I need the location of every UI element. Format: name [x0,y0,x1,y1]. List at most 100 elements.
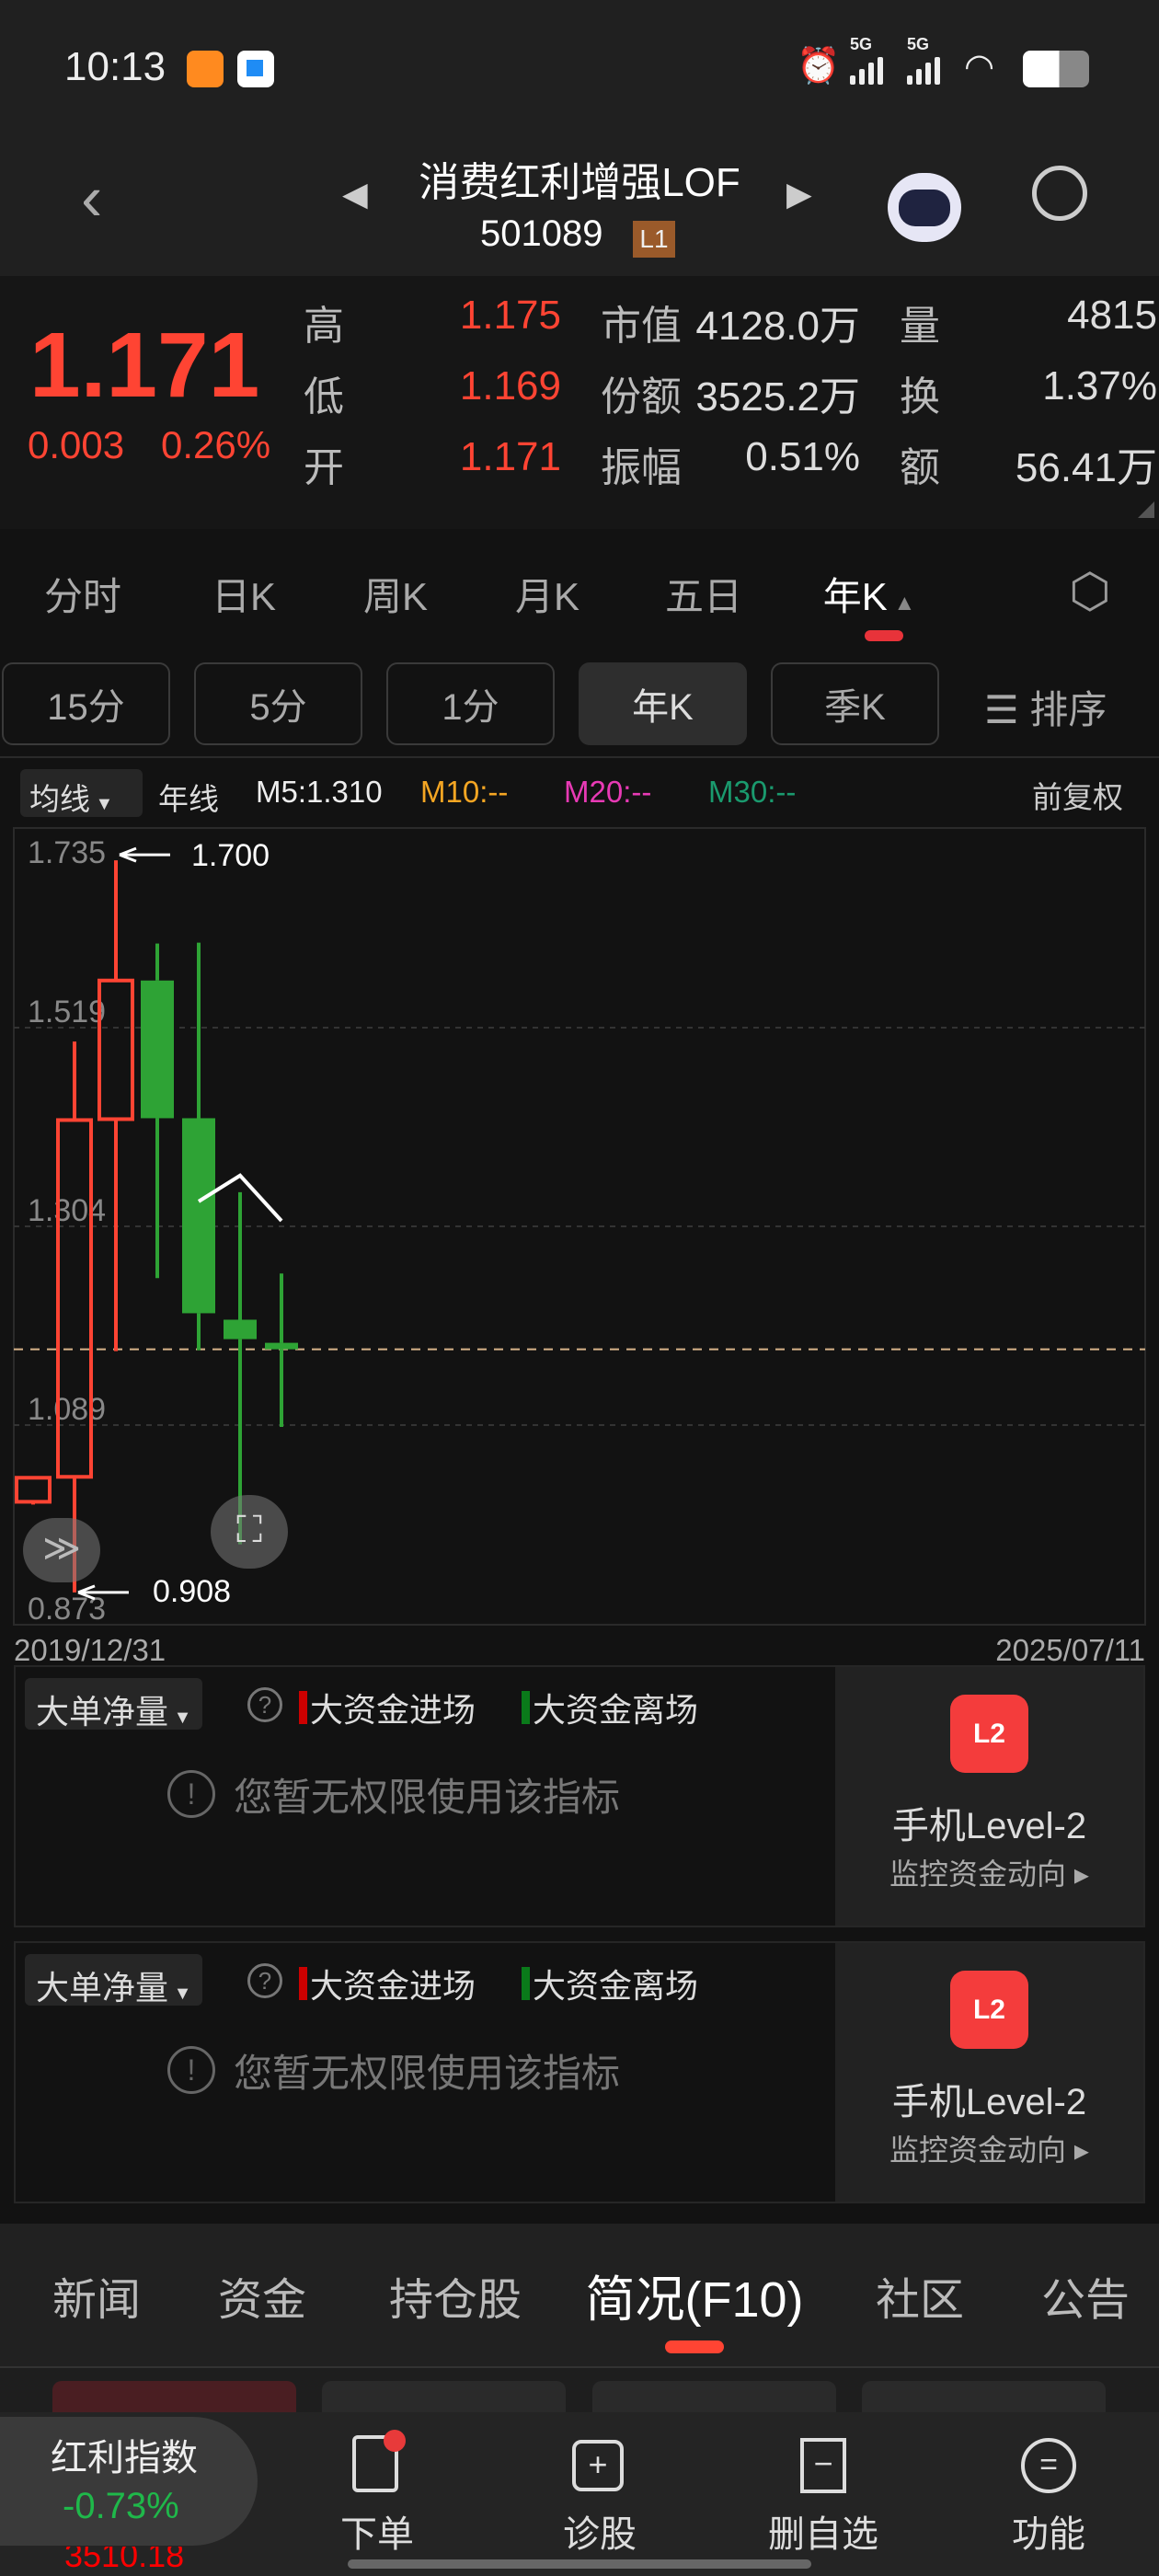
app-notification-icon [187,51,224,87]
max-arrow-icon [119,846,170,863]
quote-value: 3525.2万 [695,374,860,420]
ai-assistant-icon[interactable] [888,173,961,242]
index-change: -0.73% [63,2486,179,2526]
tab-period[interactable]: 五日 [664,575,743,618]
candle-body [98,978,134,1121]
min-price-label: 0.908 [153,1574,231,1609]
fullscreen-button[interactable]: ⛶ [211,1495,288,1569]
tab-period[interactable]: 年K ▲ [822,575,916,618]
quote-label: 高 [304,304,344,349]
warning-icon: ! [167,1770,215,1818]
index-pill[interactable]: 红利指数 -0.73% [0,2417,258,2546]
legend-out-label: 大资金离场 [533,1691,699,1729]
quote-label: 额 [900,445,940,490]
price-change: 0.003 [28,423,125,466]
indicator-selector[interactable]: 大单净量 ▼ [25,1954,203,2007]
clock: 10:13 [64,44,166,89]
level-badge: L1 [633,221,675,258]
back-button[interactable]: ‹ [81,162,103,234]
candle-body [265,1342,298,1350]
promo-title: 手机Level-2 [891,2082,1087,2122]
header: ‹ ◀ 消费红利增强LOF 501089 L1 ▶ [0,138,1159,276]
legend-out-label: 大资金离场 [533,1967,699,2005]
ma30-value: M30:-- [708,775,797,809]
order-icon [352,2430,406,2492]
search-icon[interactable] [1032,166,1087,221]
x-end-label: 2025/07/11 [995,1633,1145,1667]
prev-stock-arrow-icon[interactable]: ◀ [342,175,368,213]
menu-icon: = [1021,2438,1076,2493]
indicator-selector[interactable]: 大单净量 ▼ [25,1678,203,1731]
candle-body [141,980,174,1119]
tab-period[interactable]: 月K [514,575,580,618]
dropdown-icon: ▼ [90,794,114,814]
candle-body [182,1118,215,1314]
candle-body [224,1319,257,1340]
sort-button[interactable]: ☰ 排序 [984,688,1107,731]
min-arrow-icon [77,1584,129,1601]
quote-value: 56.41万 [1015,445,1157,490]
chip-row [0,2368,1159,2427]
bottom-action-button[interactable]: 功能 [1012,2514,1085,2555]
active-tab-indicator [665,2340,724,2353]
tab-period[interactable]: 分时 [43,575,122,618]
info-tab[interactable]: 新闻 [52,2276,142,2325]
sub-period-button[interactable]: 季K [771,662,939,745]
period-tabs: 分时 日K 周K 月K 五日 年K ▲ ⬡ [0,538,1159,644]
scroll-left-button[interactable]: ≫ [23,1518,100,1582]
sub-period-button[interactable]: 15分 [2,662,170,745]
sub-period-button[interactable]: 5分 [194,662,362,745]
adjust-mode[interactable]: 前复权 [1032,780,1123,814]
dropdown-icon: ▼ [168,1708,192,1728]
level2-promo[interactable]: L2 手机Level-2 监控资金动向 ▸ [835,1943,1143,2202]
signal-5g-icon-2: 5G [907,35,930,53]
info-tab[interactable]: 持仓股 [388,2276,522,2325]
quote-label: 份额 [601,374,682,420]
bottom-action-button[interactable]: 下单 [340,2514,414,2555]
sub-period-button[interactable]: 年K [579,662,747,745]
quote-label: 市值 [601,304,682,349]
quote-label: 低 [304,374,344,420]
sub-period-button[interactable]: 1分 [386,662,555,745]
info-tab[interactable]: 资金 [217,2276,307,2325]
bottom-action-button[interactable]: 诊股 [563,2514,637,2555]
settings-hexagon-icon[interactable]: ⬡ [1069,565,1111,618]
dropdown-icon: ▼ [168,1984,192,2004]
info-tab[interactable]: 社区 [875,2276,965,2325]
index-name: 红利指数 [51,2438,198,2478]
last-price: 1.171 [29,314,260,417]
bottom-action-button[interactable]: 删自选 [768,2514,878,2555]
divider [0,2366,1159,2368]
signal-5g-icon: 5G [850,35,873,53]
legend-in-swatch [299,1691,307,1724]
info-tab[interactable]: 简况(F10) [585,2272,804,2328]
ma5-value: M5:1.310 [256,775,383,809]
y-tick-label: 1.089 [28,1392,106,1427]
tab-period[interactable]: 日K [211,575,277,618]
info-tab[interactable]: 公告 [1040,2276,1130,2325]
quote-label: 量 [900,304,940,349]
legend-out-swatch [522,1967,530,2000]
help-icon[interactable]: ? [247,1687,282,1722]
expand-corner-icon[interactable] [1138,501,1154,518]
remove-watchlist-icon: − [800,2438,846,2493]
candle-body [15,1476,52,1504]
signal-bars-icon [850,57,883,85]
indicator-panel: 大单净量 ▼ ? 大资金进场 大资金离场 ! 您暂无权限使用该指标 L2 手机L… [14,1941,1145,2203]
level2-promo[interactable]: L2 手机Level-2 监控资金动向 ▸ [835,1667,1143,1926]
quote-value: 4815 [1067,293,1157,338]
status-bar: 10:13 ⏰ 5G 5G ◠ [0,0,1159,138]
legend-in-label: 大资金进场 [310,1967,476,2005]
list-icon: ☰ [984,688,1030,731]
next-stock-arrow-icon[interactable]: ▶ [786,175,812,213]
legend-in-swatch [299,1967,307,2000]
quote-label: 开 [304,445,344,490]
tab-period[interactable]: 周K [362,575,429,618]
ma-selector[interactable]: 均线 ▼ [20,769,143,817]
warning-icon: ! [167,2046,215,2094]
help-icon[interactable]: ? [247,1963,282,1998]
quote-value: 1.175 [459,293,561,338]
kline-chart[interactable]: 1.735 1.519 1.304 1.089 0.873 1.700 0.908 [0,810,1159,1674]
max-price-label: 1.700 [191,838,270,873]
chevron-right-icon: ▸ [1066,2133,1089,2167]
